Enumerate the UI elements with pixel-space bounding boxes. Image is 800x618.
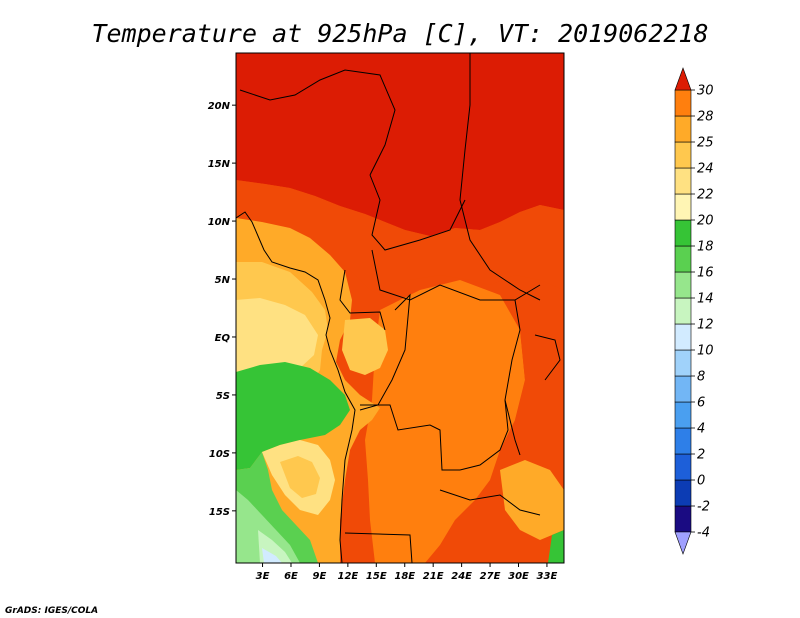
field-southeast-green [548,530,564,563]
colorbar-label: 18 [697,240,714,255]
field-angola-18 [236,362,350,470]
border-sahel [239,69,396,176]
x-tick-label: 18E [394,571,415,582]
colorbar-label: 22 [697,188,714,203]
colorbar-box [674,401,692,429]
colorbar-label: 25 [697,136,714,151]
plot-frame [235,52,565,564]
colorbar-low-triangle [674,531,692,555]
border-east-africa [534,334,561,381]
colorbar-box [674,141,692,169]
y-tick-label: 20N [208,101,231,112]
field-gabon-20 [236,298,318,372]
colorbar-label: -4 [697,526,710,541]
x-axis: 3E 6E 9E 12E 15E 18E 21E 24E 27E 30E 33E [256,563,558,582]
field-ring-28 [236,180,564,300]
colorbar-label: 24 [697,162,714,177]
field-namibia-14 [236,490,300,563]
border-chad [369,174,466,251]
y-tick-label: 5N [215,275,231,286]
border-angola [360,404,460,471]
border-congo [359,293,411,411]
border-north-east [459,53,541,301]
colorbar-box [674,505,692,533]
x-tick-label: 12E [337,571,358,582]
colorbar-box [674,271,692,299]
x-tick-label: 27E [480,571,501,582]
border-cameroon [339,269,386,331]
border-south [344,532,413,563]
colorbar-label: 4 [697,422,705,437]
colorbar-box [674,297,692,325]
x-tick-label: 21E [423,571,444,582]
field-south-22 [280,456,320,498]
border-zambia [439,489,541,516]
colorbar-label: 16 [697,266,714,281]
temperature-field [236,53,564,563]
colorbar-box [674,349,692,377]
x-tick-label: 6E [284,571,298,582]
colorbar-box [674,219,692,247]
colorbar-label: 14 [697,292,714,307]
coastline-west [236,211,356,563]
field-inland-24 [342,318,388,375]
colorbar-box [674,453,692,481]
colorbar-label: 8 [697,370,705,385]
y-axis: 20N 15N 10N 5N EQ 5S 10S 15S [208,101,236,518]
colorbar-box [674,479,692,507]
credit-label: GrADS: IGES/COLA [5,606,98,616]
colorbar-label: 2 [697,448,705,463]
field-north-30 [236,53,564,236]
y-tick-label: 10S [209,449,230,460]
x-tick-label: 30E [508,571,529,582]
field-southeast-24 [500,460,564,540]
colorbar-box [674,89,692,117]
colorbar-high-triangle [674,67,692,91]
colorbar-label: 0 [697,474,705,489]
colorbar-label: 20 [697,214,714,229]
colorbar-label: 12 [697,318,714,333]
colorbar-box [674,427,692,455]
colorbar-box [674,375,692,403]
colorbar-box [674,323,692,351]
x-tick-label: 33E [537,571,558,582]
chart-title: Temperature at 925hPa [C], VT: 201906221… [91,19,708,48]
x-tick-label: 15E [366,571,387,582]
x-tick-label: 9E [313,571,327,582]
colorbar-label: 30 [697,84,714,99]
colorbar-label: -2 [697,500,710,515]
colorbar-box [674,245,692,273]
lake-tanganyika [504,399,521,456]
colorbar-label: 6 [697,396,705,411]
y-tick-label: 5S [216,391,230,402]
x-tick-label: 3E [256,571,270,582]
y-tick-label: 15N [208,159,231,170]
colorbar-label: 10 [697,344,714,359]
y-tick-label: 15S [209,507,230,518]
colorbar-box [674,115,692,143]
colorbar-box [674,167,692,195]
colorbar-label: 28 [697,110,714,125]
x-tick-label: 24E [451,571,472,582]
field-coast-10 [262,548,282,563]
border-drc-east [459,299,521,471]
country-borders [236,53,561,563]
y-tick-label: EQ [215,333,231,344]
colorbar-box [674,193,692,221]
y-tick-label: 10N [208,217,231,228]
field-east-28 [515,330,564,440]
